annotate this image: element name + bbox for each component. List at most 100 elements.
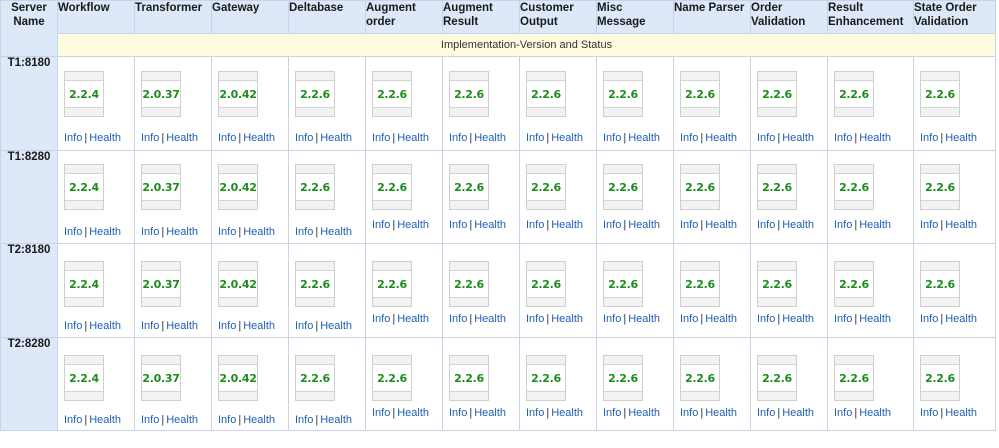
info-link[interactable]: Info <box>372 219 391 231</box>
info-link[interactable]: Info <box>372 313 391 325</box>
info-link[interactable]: Info <box>218 320 237 332</box>
info-link[interactable]: Info <box>64 132 83 144</box>
info-link[interactable]: Info <box>141 132 160 144</box>
info-link[interactable]: Info <box>449 219 468 231</box>
health-link[interactable]: Health <box>859 132 892 144</box>
version-box: 2.2.6 <box>834 261 874 307</box>
version-text: 2.2.6 <box>454 371 484 385</box>
health-link[interactable]: Health <box>859 313 892 325</box>
health-link[interactable]: Health <box>89 320 122 332</box>
health-link[interactable]: Health <box>166 414 199 426</box>
health-link[interactable]: Health <box>397 219 430 231</box>
health-link[interactable]: Health <box>89 226 122 238</box>
health-link[interactable]: Health <box>628 407 661 419</box>
info-link[interactable]: Info <box>218 226 237 238</box>
info-link[interactable]: Info <box>295 414 314 426</box>
info-link[interactable]: Info <box>920 407 939 419</box>
health-link[interactable]: Health <box>551 219 584 231</box>
info-link[interactable]: Info <box>64 320 83 332</box>
info-link[interactable]: Info <box>834 313 853 325</box>
health-link[interactable]: Health <box>243 414 276 426</box>
info-link[interactable]: Info <box>449 313 468 325</box>
health-link[interactable]: Health <box>945 132 978 144</box>
info-link[interactable]: Info <box>920 313 939 325</box>
health-link[interactable]: Health <box>320 226 353 238</box>
health-link[interactable]: Health <box>320 132 353 144</box>
version-text: 2.0.37 <box>142 87 180 101</box>
info-link[interactable]: Info <box>680 407 699 419</box>
info-link[interactable]: Info <box>526 313 545 325</box>
health-link[interactable]: Health <box>628 313 661 325</box>
info-link[interactable]: Info <box>757 219 776 231</box>
health-link[interactable]: Health <box>243 226 276 238</box>
info-link[interactable]: Info <box>757 407 776 419</box>
health-link[interactable]: Health <box>628 219 661 231</box>
info-link[interactable]: Info <box>680 132 699 144</box>
health-link[interactable]: Health <box>859 219 892 231</box>
health-link[interactable]: Health <box>782 407 815 419</box>
health-link[interactable]: Health <box>945 407 978 419</box>
health-link[interactable]: Health <box>397 407 430 419</box>
info-link[interactable]: Info <box>64 226 83 238</box>
health-link[interactable]: Health <box>782 132 815 144</box>
health-link[interactable]: Health <box>320 414 353 426</box>
health-link[interactable]: Health <box>474 313 507 325</box>
health-link[interactable]: Health <box>705 407 738 419</box>
health-link[interactable]: Health <box>945 219 978 231</box>
info-link[interactable]: Info <box>757 313 776 325</box>
info-link[interactable]: Info <box>920 219 939 231</box>
health-link[interactable]: Health <box>628 132 661 144</box>
health-link[interactable]: Health <box>166 226 199 238</box>
info-link[interactable]: Info <box>295 132 314 144</box>
health-link[interactable]: Health <box>782 313 815 325</box>
info-link[interactable]: Info <box>526 407 545 419</box>
health-link[interactable]: Health <box>397 132 430 144</box>
info-link[interactable]: Info <box>141 320 160 332</box>
health-link[interactable]: Health <box>243 320 276 332</box>
info-link[interactable]: Info <box>218 414 237 426</box>
health-link[interactable]: Health <box>945 313 978 325</box>
health-link[interactable]: Health <box>166 320 199 332</box>
health-link[interactable]: Health <box>551 407 584 419</box>
info-link[interactable]: Info <box>603 132 622 144</box>
info-link[interactable]: Info <box>920 132 939 144</box>
health-link[interactable]: Health <box>243 132 276 144</box>
info-link[interactable]: Info <box>834 132 853 144</box>
health-link[interactable]: Health <box>89 132 122 144</box>
info-link[interactable]: Info <box>603 407 622 419</box>
info-link[interactable]: Info <box>680 313 699 325</box>
info-link[interactable]: Info <box>449 132 468 144</box>
health-link[interactable]: Health <box>166 132 199 144</box>
health-link[interactable]: Health <box>705 219 738 231</box>
info-link[interactable]: Info <box>834 219 853 231</box>
info-link[interactable]: Info <box>603 313 622 325</box>
health-link[interactable]: Health <box>705 313 738 325</box>
info-link[interactable]: Info <box>64 414 83 426</box>
health-link[interactable]: Health <box>89 414 122 426</box>
service-status-cell: 2.2.6 Info | Health <box>596 337 674 431</box>
health-link[interactable]: Health <box>397 313 430 325</box>
info-link[interactable]: Info <box>603 219 622 231</box>
health-link[interactable]: Health <box>705 132 738 144</box>
health-link[interactable]: Health <box>320 320 353 332</box>
health-link[interactable]: Health <box>474 219 507 231</box>
info-link[interactable]: Info <box>834 407 853 419</box>
health-link[interactable]: Health <box>859 407 892 419</box>
health-link[interactable]: Health <box>551 313 584 325</box>
health-link[interactable]: Health <box>782 219 815 231</box>
info-link[interactable]: Info <box>680 219 699 231</box>
info-link[interactable]: Info <box>141 226 160 238</box>
health-link[interactable]: Health <box>474 132 507 144</box>
info-link[interactable]: Info <box>372 407 391 419</box>
info-link[interactable]: Info <box>218 132 237 144</box>
health-link[interactable]: Health <box>551 132 584 144</box>
info-link[interactable]: Info <box>295 226 314 238</box>
health-link[interactable]: Health <box>474 407 507 419</box>
info-link[interactable]: Info <box>449 407 468 419</box>
info-link[interactable]: Info <box>526 219 545 231</box>
info-link[interactable]: Info <box>372 132 391 144</box>
info-link[interactable]: Info <box>141 414 160 426</box>
info-link[interactable]: Info <box>295 320 314 332</box>
info-link[interactable]: Info <box>526 132 545 144</box>
info-link[interactable]: Info <box>757 132 776 144</box>
